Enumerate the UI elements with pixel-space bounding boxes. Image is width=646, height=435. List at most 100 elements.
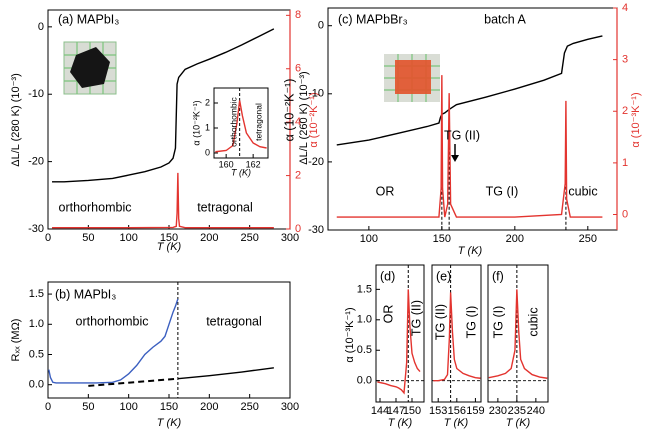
annotation: TG (II)	[444, 128, 480, 142]
panel: 230 235 240	[487, 264, 549, 417]
plot-frame	[213, 87, 269, 159]
panel-title: (f)	[492, 269, 504, 283]
annotation: tetragonal	[253, 103, 263, 141]
x-tick-label: 200	[200, 401, 218, 413]
panel: 0 50 100 150 200 250 300 -30 -20 -10 0 0 2 4 6 8	[28, 9, 301, 244]
x-tick-label: 150	[433, 233, 451, 245]
data-line	[336, 75, 603, 218]
y-tick-label: 2	[205, 97, 210, 107]
x-tick-label: 0	[45, 232, 51, 244]
x-tick-label: 100	[119, 401, 137, 413]
annotation: tetragonal	[197, 200, 253, 214]
data-line	[177, 367, 274, 380]
y-tick-label: -10	[28, 88, 44, 100]
annotation: orthorhombic	[59, 200, 132, 214]
annotation: batch A	[484, 12, 526, 26]
y-tick-label: 1.0	[357, 314, 372, 326]
panel: 0 50 100 150 200 250 300 0.0 0.5 1.0 1.5	[29, 281, 299, 413]
x-axis-label: T (K)	[231, 167, 251, 177]
y-tick-label: -20	[308, 156, 324, 168]
y-tick-label: 0	[38, 21, 44, 33]
y-tick-label: 0.5	[29, 348, 44, 360]
annotation: TG (I)	[464, 306, 478, 339]
panel: 160 162 0 1 2	[205, 87, 269, 169]
data-line	[336, 35, 603, 146]
annotation: TG (II)	[409, 300, 423, 336]
x-tick-label: 150	[160, 232, 178, 244]
y2-tick-label: 6	[295, 63, 301, 75]
x-tick-label: 0	[45, 401, 51, 413]
x-tick-label: 162	[246, 159, 261, 169]
annotation: cubic	[526, 307, 540, 336]
y-tick-label: 0.5	[357, 344, 372, 356]
y2-tick-label: 1	[622, 157, 628, 169]
y-tick-label: -30	[308, 224, 324, 236]
data-line	[52, 28, 275, 183]
x-tick-label: 300	[281, 401, 299, 413]
data-line	[488, 289, 548, 379]
panel-title: (e)	[436, 269, 451, 283]
y-tick-label: 0	[318, 20, 324, 32]
x-axis-label: T (K)	[157, 241, 182, 253]
x-axis-label: T (K)	[458, 245, 483, 257]
y-tick-label: 0	[205, 147, 210, 157]
y-axis-label: ΔL/L (260 K) (10⁻³)	[298, 71, 310, 164]
x-tick-label: 235	[508, 405, 526, 417]
y2-tick-label: 0	[622, 208, 628, 220]
panel: 153 156 159	[429, 264, 485, 417]
x-tick-label: 200	[200, 232, 218, 244]
panel-title: (d)	[380, 269, 395, 283]
crystal-photo-a	[63, 41, 117, 95]
annotation: TG (I)	[491, 306, 505, 339]
x-tick-label: 150	[403, 405, 421, 417]
y2-tick-label: 8	[295, 9, 301, 21]
y-axis-label: α (10⁻²K⁻¹)	[191, 100, 201, 145]
arrow	[451, 144, 459, 162]
y2-tick-label: 2	[295, 169, 301, 181]
y-axis-label: α (10⁻³K⁻¹)	[344, 307, 356, 362]
x-tick-label: 144	[371, 405, 389, 417]
x-tick-label: 100	[360, 233, 378, 245]
y-axis-label: ΔL/L (280 K) (10⁻³)	[10, 73, 22, 166]
data-line	[433, 292, 481, 382]
y-tick-label: 1.5	[357, 283, 372, 295]
annotation: TG (I)	[486, 184, 519, 198]
data-line	[52, 172, 274, 229]
crystal-photo-c	[384, 54, 440, 102]
y2-axis-label: α (10⁻²K⁻¹)	[308, 92, 320, 147]
x-tick-label: 160	[219, 159, 234, 169]
data-line	[215, 100, 267, 153]
y2-tick-label: 4	[622, 2, 628, 14]
x-tick-label: 153	[429, 405, 447, 417]
y-axis-label: Rₓₓ (MΩ)	[10, 319, 22, 362]
annotation: OR	[381, 305, 395, 324]
panel-title: (a) MAPbI₃	[58, 12, 119, 26]
y2-tick-label: 3	[622, 54, 628, 66]
x-axis-label: T (K)	[157, 417, 182, 429]
x-tick-label: 147	[387, 405, 405, 417]
y-tick-label: -20	[28, 156, 44, 168]
data-line	[377, 289, 421, 395]
x-axis-label: T (K)	[388, 417, 413, 429]
annotation: TG (II)	[433, 304, 447, 340]
annotation: orthorhombic	[76, 314, 149, 328]
x-tick-label: 250	[240, 401, 258, 413]
x-tick-label: 50	[82, 232, 94, 244]
y-tick-label: 1.5	[29, 288, 44, 300]
x-tick-label: 200	[506, 233, 524, 245]
annotation: α (10⁻²K⁻¹)	[282, 79, 296, 142]
y2-tick-label: 4	[295, 116, 301, 128]
y-tick-label: 1.0	[29, 318, 44, 330]
annotation: orthorhombic	[228, 96, 238, 146]
x-tick-label: 230	[489, 405, 507, 417]
x-tick-label: 300	[281, 232, 299, 244]
y-tick-label: -10	[308, 88, 324, 100]
plot-frame	[375, 264, 425, 403]
x-tick-label: 50	[82, 401, 94, 413]
y-tick-label: 0.0	[357, 375, 372, 387]
x-tick-label: 250	[240, 232, 258, 244]
x-axis-label: T (K)	[506, 417, 531, 429]
x-tick-label: 250	[579, 233, 597, 245]
